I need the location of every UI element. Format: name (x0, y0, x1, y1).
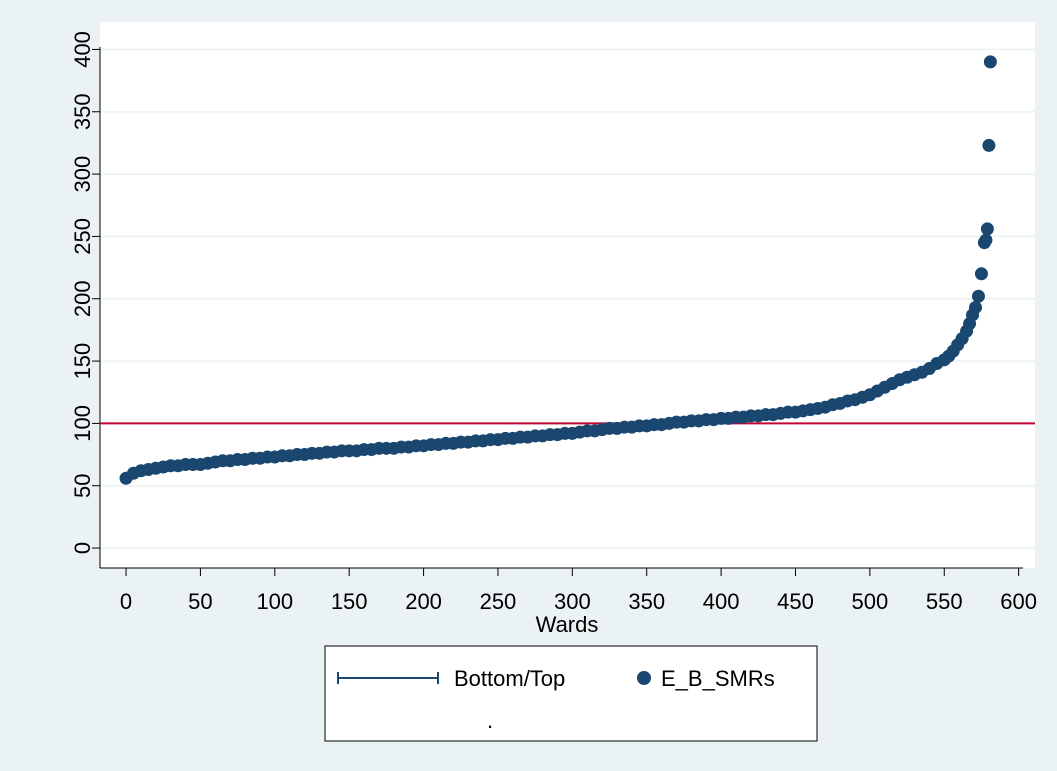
x-tick-label: 50 (188, 589, 212, 614)
point (982, 138, 996, 152)
point (980, 222, 994, 236)
point (983, 55, 997, 69)
y-tick-label: 300 (70, 156, 95, 193)
x-tick-label: 150 (331, 589, 368, 614)
x-tick-label: 400 (703, 589, 740, 614)
x-tick-label: 350 (628, 589, 665, 614)
x-tick-label: 0 (120, 589, 132, 614)
x-tick-label: 250 (480, 589, 517, 614)
legend-note: . (487, 708, 493, 733)
y-tick-label: 200 (70, 280, 95, 317)
x-axis-title: Wards (536, 612, 599, 637)
y-tick-label: 50 (70, 473, 95, 497)
x-tick-label: 200 (405, 589, 442, 614)
x-tick-label: 450 (777, 589, 814, 614)
legend-label: Bottom/Top (454, 666, 565, 691)
point (979, 233, 993, 247)
y-tick-label: 250 (70, 218, 95, 255)
x-tick-label: 500 (852, 589, 889, 614)
x-tick-label: 100 (256, 589, 293, 614)
point (968, 300, 982, 314)
y-tick-label: 150 (70, 343, 95, 380)
x-tick-label: 600 (1000, 589, 1037, 614)
legend-label: E_B_SMRs (661, 666, 775, 691)
x-tick-label: 550 (926, 589, 963, 614)
x-tick-label: 300 (554, 589, 591, 614)
point (974, 267, 988, 281)
y-tick-label: 400 (70, 31, 95, 68)
y-tick-label: 0 (70, 542, 95, 554)
legend (324, 645, 818, 742)
legend-symbol (637, 671, 651, 685)
point (971, 289, 985, 303)
y-tick-label: 100 (70, 405, 95, 442)
y-tick-label: 350 (70, 93, 95, 130)
plot-area (100, 22, 1035, 568)
